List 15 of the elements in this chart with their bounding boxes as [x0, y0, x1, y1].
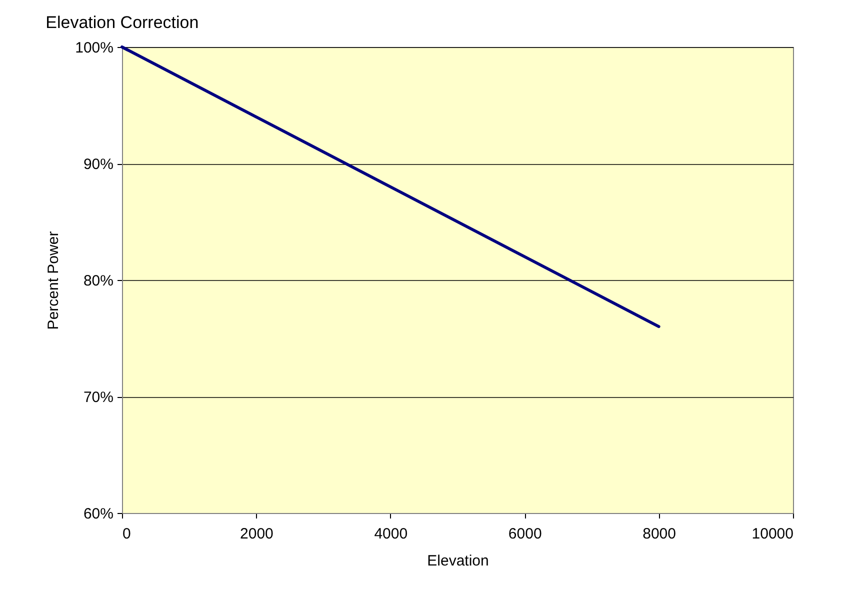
x-tick-label: 8000	[642, 526, 676, 542]
x-axis-title: Elevation	[427, 552, 489, 570]
y-tick-label: 70%	[83, 389, 114, 406]
chart-title: Elevation Correction	[46, 13, 199, 32]
x-tick-label: 10000	[752, 526, 794, 542]
y-tick-label: 90%	[83, 156, 114, 173]
x-tick-label: 2000	[240, 526, 274, 542]
y-tick-label: 80%	[83, 272, 114, 290]
line-series	[120, 46, 660, 328]
y-tick-label: 60%	[83, 506, 114, 522]
y-tick-label: 100%	[75, 40, 114, 56]
x-tick-label: 0	[122, 526, 131, 542]
y-axis-title: Percent Power	[45, 231, 62, 330]
x-tick-label: 4000	[374, 526, 408, 542]
x-tick-label: 6000	[508, 526, 542, 542]
